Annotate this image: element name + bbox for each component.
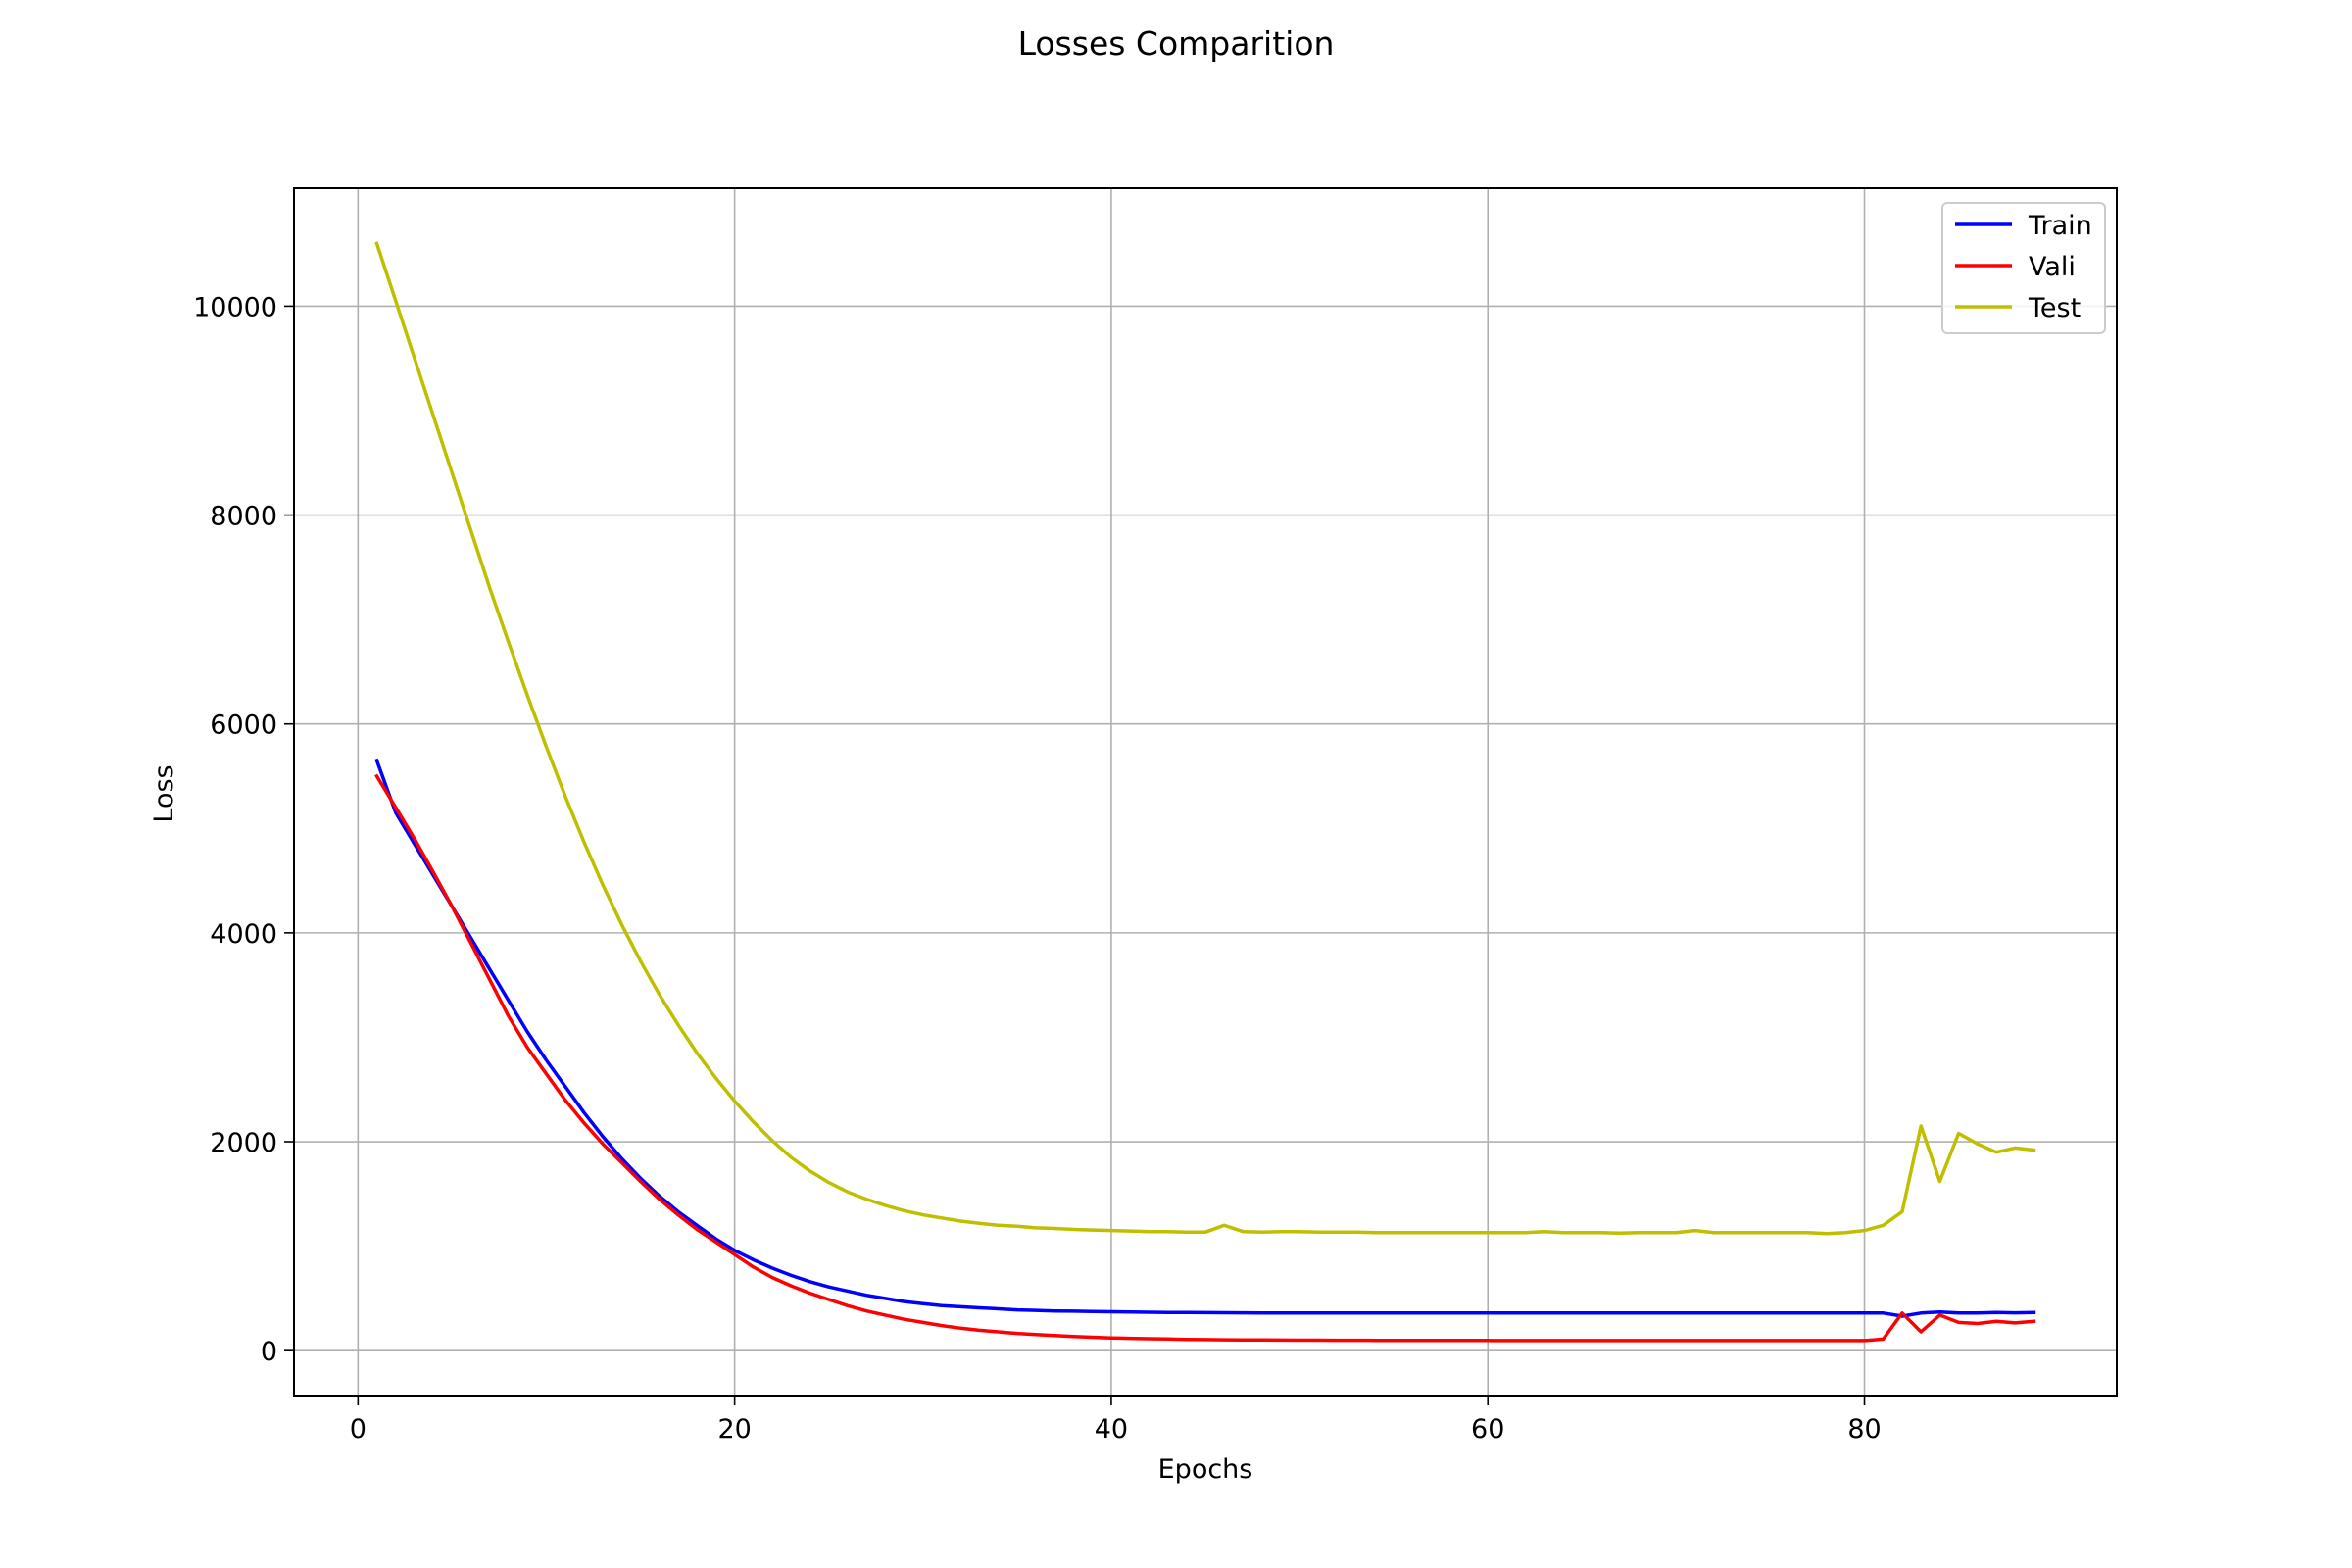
legend: Train Vali Test: [1941, 202, 2106, 334]
series-line-train: [374, 758, 2036, 1318]
x-axis-ticks: 0 20 40 60 80: [350, 1396, 1882, 1445]
y-tick-label: 4000: [210, 919, 277, 950]
x-tick-label: 40: [1095, 1414, 1128, 1445]
y-tick-label: 10000: [193, 292, 277, 322]
legend-box: [1941, 202, 2106, 334]
legend-label-train: Train: [2028, 211, 2092, 241]
chart-title: Losses Comparition: [1018, 24, 1335, 63]
x-tick-label: 60: [1471, 1414, 1504, 1445]
legend-label-test: Test: [2028, 293, 2081, 323]
series-line-vali: [374, 773, 2036, 1343]
x-tick-label: 80: [1847, 1414, 1881, 1445]
x-tick-label: 0: [350, 1414, 367, 1445]
y-axis-ticks: 0 2000 4000 6000 8000 10000: [193, 292, 294, 1367]
legend-label-vali: Vali: [2029, 252, 2076, 282]
y-tick-label: 6000: [210, 710, 277, 741]
series-lines: [374, 241, 2036, 1343]
x-axis-label: Epochs: [1158, 1454, 1253, 1485]
y-tick-label: 0: [261, 1337, 277, 1367]
x-tick-label: 20: [717, 1414, 751, 1445]
y-axis-label: Loss: [149, 764, 179, 822]
y-tick-label: 2000: [210, 1128, 277, 1158]
y-tick-label: 8000: [210, 502, 277, 532]
series-line-test: [374, 241, 2036, 1236]
grid-lines: [294, 188, 2117, 1396]
plot-frame: [293, 187, 2118, 1396]
